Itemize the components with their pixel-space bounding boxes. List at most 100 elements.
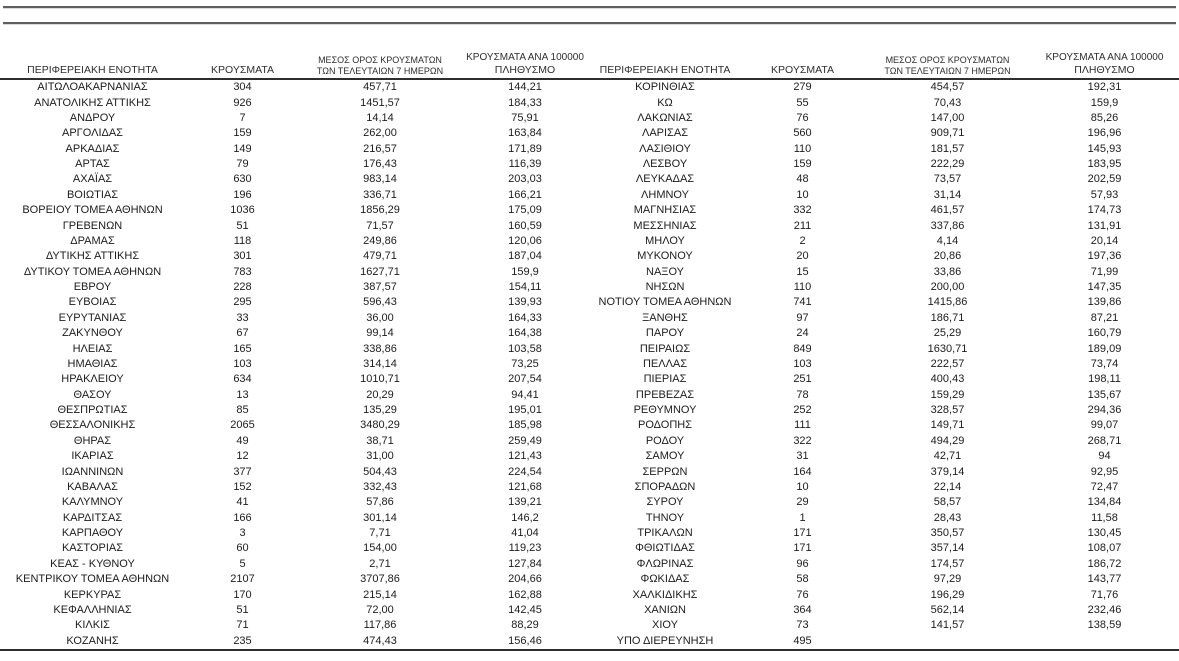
per100k-cell: 85,26 xyxy=(1090,111,1119,124)
cases-cell: 322 xyxy=(793,434,812,447)
per100k-cell: 121,68 xyxy=(508,480,542,493)
avg7-cell: 215,14 xyxy=(363,588,397,601)
region-cell: ΚΕΦΑΛΛΗΝΙΑΣ xyxy=(53,603,132,616)
cases-cell: 1036 xyxy=(230,204,255,217)
cases-cell: 13 xyxy=(236,388,249,401)
cases-cell: 364 xyxy=(793,603,812,616)
column-header-region-right: ΠΕΡΙΦΕΡΕΙΑΚΗ ΕΝΟΤΗΤΑ xyxy=(599,64,731,76)
cases-cell: 12 xyxy=(236,450,249,463)
cases-cell: 29 xyxy=(796,496,809,509)
table-row: ΙΚΑΡΙΑΣ 12 31,00 121,43 ΣΑΜΟΥ 31 42,71 94 xyxy=(0,449,1179,464)
region-cell: ΑΧΑΪΑΣ xyxy=(72,173,113,186)
cases-cell: 24 xyxy=(796,327,809,340)
cases-cell: 295 xyxy=(233,296,252,309)
avg7-cell: 181,57 xyxy=(930,142,965,155)
per100k-cell: 71,76 xyxy=(1090,588,1119,601)
table-row: ΑΝΑΤΟΛΙΚΗΣ ΑΤΤΙΚΗΣ 926 1451,57 184,33 ΚΩ 55 70… xyxy=(0,95,1179,110)
cases-cell: 634 xyxy=(233,373,252,386)
avg7-cell: 174,57 xyxy=(930,557,965,570)
cases-cell: 279 xyxy=(793,81,812,94)
per100k-cell: 131,91 xyxy=(1087,219,1122,232)
avg7-cell: 3707,86 xyxy=(360,573,400,586)
table-row: ΕΥΒΟΙΑΣ 295 596,43 139,93 ΝΟΤΙΟΥ ΤΟΜΕΑ ΑΘΗΝΩ… xyxy=(0,295,1179,310)
cases-cell: 58 xyxy=(796,573,809,586)
table-row: ΒΟΙΩΤΙΑΣ 196 336,71 166,21 ΛΗΜΝΟΥ 10 31,14 57,9… xyxy=(0,188,1179,203)
per100k-cell: 187,04 xyxy=(508,250,542,263)
table-row: ΕΒΡΟΥ 228 387,57 154,11 ΝΗΣΩΝ 110 200,00 147,35 xyxy=(0,280,1179,295)
table-row: ΚΙΛΚΙΣ 71 117,86 88,29 ΧΙΟΥ 73 141,57 138,59 xyxy=(0,618,1179,633)
column-header-avg7-left: ΜΕΣΟΣ ΟΡΟΣ ΚΡΟΥΣΜΑΤΩΝ ΤΩΝ ΤΕΛΕΥΤΑΙΩΝ 7 Η… xyxy=(300,55,460,76)
region-cell: ΛΑΣΙΘΙΟΥ xyxy=(639,142,691,155)
avg7-cell: 504,43 xyxy=(363,465,397,478)
cases-cell: 2 xyxy=(799,234,806,247)
per100k-cell: 87,21 xyxy=(1090,311,1119,324)
region-cell: ΖΑΚΥΝΘΟΥ xyxy=(62,327,123,340)
per100k-cell: 92,95 xyxy=(1090,465,1119,478)
avg7-cell: 4,14 xyxy=(936,234,959,247)
avg7-cell: 159,29 xyxy=(930,388,965,401)
cases-cell: 51 xyxy=(236,219,249,232)
per100k-cell: 127,84 xyxy=(508,557,542,570)
avg7-cell: 479,71 xyxy=(363,250,397,263)
cases-cell: 149 xyxy=(233,142,252,155)
table-row: ΗΜΑΘΙΑΣ 103 314,14 73,25 ΠΕΛΛΑΣ 103 222,57 73,7… xyxy=(0,357,1179,372)
per100k-cell: 134,84 xyxy=(1087,496,1122,509)
region-cell: ΠΕΛΛΑΣ xyxy=(642,357,688,370)
column-header-per100k-right: ΚΡΟΥΣΜΑΤΑ ΑΝΑ 100000 ΠΛΗΘΥΣΜΟ xyxy=(1030,52,1179,76)
cases-cell: 165 xyxy=(233,342,252,355)
avg7-cell: 314,14 xyxy=(363,357,397,370)
table-row: ΑΧΑΪΑΣ 630 983,14 203,03 ΛΕΥΚΑΔΑΣ 48 73,57 202,… xyxy=(0,172,1179,187)
table-row: ΑΡΤΑΣ 79 176,43 116,39 ΛΕΣΒΟΥ 159 222,29 183,95 xyxy=(0,157,1179,172)
avg7-cell: 1415,86 xyxy=(927,296,968,309)
table-body: ΑΙΤΩΛΟΑΚΑΡΝΑΝΙΑΣ 304 457,71 144,21 ΚΟΡΙΝΘΙΑΣ… xyxy=(0,80,1179,651)
per100k-cell: 119,23 xyxy=(508,542,542,555)
avg7-cell: 176,43 xyxy=(363,158,397,171)
per100k-cell: 189,09 xyxy=(1087,342,1122,355)
region-cell: ΝΗΣΩΝ xyxy=(645,281,685,294)
avg7-cell: 249,86 xyxy=(363,234,397,247)
per100k-cell: 138,59 xyxy=(1087,619,1122,632)
cases-cell: 783 xyxy=(233,265,252,278)
per100k-cell: 135,67 xyxy=(1087,388,1122,401)
avg7-cell: 909,71 xyxy=(930,127,965,140)
table-row: ΔΥΤΙΚΗΣ ΑΤΤΙΚΗΣ 301 479,71 187,04 ΜΥΚΟΝΟΥ 20 2… xyxy=(0,249,1179,264)
cases-cell: 251 xyxy=(793,373,812,386)
header-line: ΤΩΝ ΤΕΛΕΥΤΑΙΩΝ 7 ΗΜΕΡΩΝ xyxy=(884,65,1011,76)
region-cell: ΦΛΩΡΙΝΑΣ xyxy=(636,557,694,570)
per100k-cell: 164,38 xyxy=(508,327,542,340)
cases-cell: 71 xyxy=(236,619,249,632)
avg7-cell: 3480,29 xyxy=(360,419,400,432)
cases-cell: 20 xyxy=(796,250,809,263)
per100k-cell: 192,31 xyxy=(1087,81,1122,94)
per100k-cell: 166,21 xyxy=(508,188,542,201)
region-cell: ΦΩΚΙΔΑΣ xyxy=(640,573,690,586)
per100k-cell: 197,36 xyxy=(1087,250,1122,263)
avg7-cell: 494,29 xyxy=(930,434,965,447)
avg7-cell: 147,00 xyxy=(930,111,965,124)
per100k-cell: 164,33 xyxy=(508,311,542,324)
avg7-cell: 387,57 xyxy=(363,281,397,294)
region-cell: ΓΡΕΒΕΝΩΝ xyxy=(62,219,123,232)
cases-cell: 7 xyxy=(239,111,246,124)
avg7-cell: 20,29 xyxy=(366,388,394,401)
table-row: ΚΕΑΣ - ΚΥΘΝΟΥ 5 2,71 127,84 ΦΛΩΡΙΝΑΣ 96 174,57… xyxy=(0,557,1179,572)
per100k-cell: 268,71 xyxy=(1087,434,1122,447)
column-header-cases-left: ΚΡΟΥΣΜΑΤΑ xyxy=(211,64,274,76)
region-cell: ΜΕΣΣΗΝΙΑΣ xyxy=(633,219,697,232)
cases-cell: 31 xyxy=(796,450,809,463)
header-line: ΠΛΗΘΥΣΜΟ xyxy=(494,64,556,76)
per100k-cell: 144,21 xyxy=(508,81,542,94)
cases-cell: 560 xyxy=(793,127,812,140)
table-row: ΔΥΤΙΚΟΥ ΤΟΜΕΑ ΑΘΗΝΩΝ 783 1627,71 159,9 ΝΑΞΟΥ… xyxy=(0,265,1179,280)
avg7-cell: 328,57 xyxy=(930,404,965,417)
region-cell: ΚΑΒΑΛΑΣ xyxy=(67,480,118,493)
avg7-cell: 337,86 xyxy=(930,219,965,232)
per100k-cell: 145,93 xyxy=(1087,142,1122,155)
table-row: ΚΕΝΤΡΙΚΟΥ ΤΟΜΕΑ ΑΘΗΝΩΝ 2107 3707,86 204,66 Φ… xyxy=(0,572,1179,587)
region-cell: ΛΗΜΝΟΥ xyxy=(641,188,689,201)
table-row: ΚΑΡΔΙΤΣΑΣ 166 301,14 146,2 ΤΗΝΟΥ 1 28,43 11,58 xyxy=(0,511,1179,526)
per100k-cell: 232,46 xyxy=(1087,603,1122,616)
cases-cell: 97 xyxy=(796,311,809,324)
cases-cell: 301 xyxy=(233,250,252,263)
